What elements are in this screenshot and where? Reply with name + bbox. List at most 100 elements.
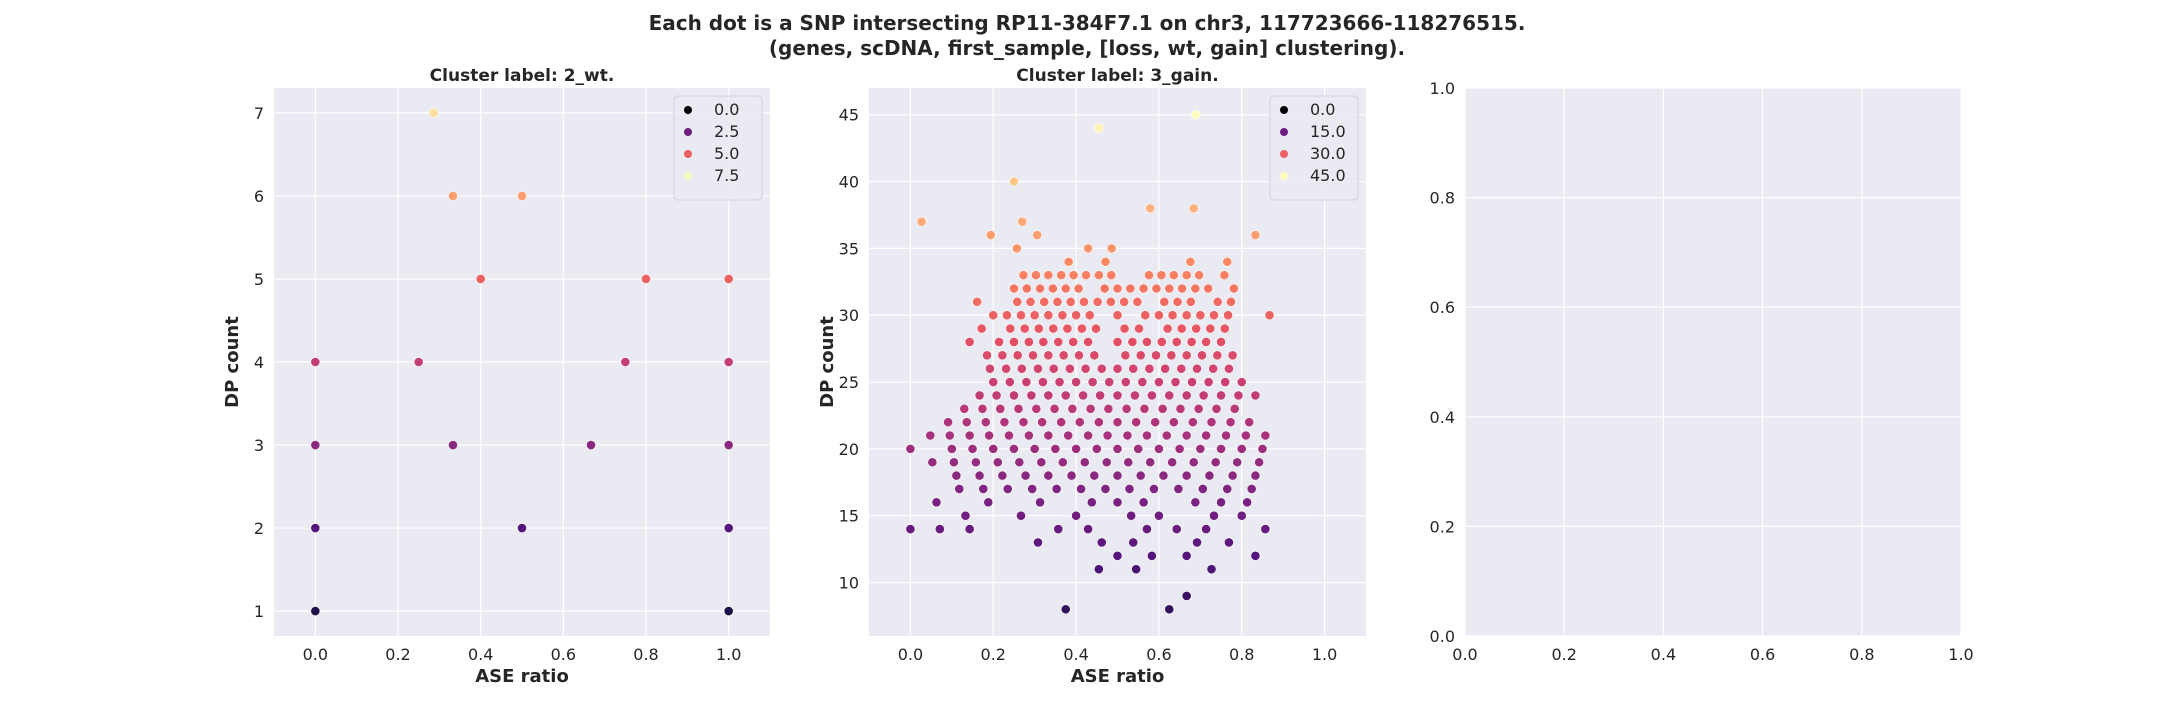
data-point <box>1176 323 1187 334</box>
data-point <box>1219 323 1230 334</box>
data-point <box>1150 417 1161 428</box>
data-point <box>1190 497 1201 508</box>
legend-entry: 5.0 <box>714 144 739 163</box>
data-point <box>970 457 981 468</box>
data-point <box>1112 550 1123 561</box>
data-point <box>1051 484 1062 494</box>
legend-box <box>673 95 763 201</box>
data-point <box>1151 350 1161 361</box>
legend-marker <box>684 128 692 136</box>
data-point <box>1242 497 1253 508</box>
data-point <box>1250 390 1261 401</box>
data-point <box>1201 524 1212 534</box>
data-point <box>1025 296 1036 307</box>
x-tick-label: 0.0 <box>898 645 923 664</box>
data-point <box>1083 337 1093 347</box>
data-point <box>1043 390 1054 401</box>
data-point <box>1089 350 1100 361</box>
data-point <box>1054 377 1065 387</box>
data-point <box>1017 216 1028 227</box>
data-point <box>1233 390 1244 401</box>
data-point <box>974 390 985 401</box>
data-point <box>1102 430 1113 441</box>
legend-entry: 15.0 <box>1310 122 1346 141</box>
data-point <box>1166 350 1177 361</box>
data-point <box>1021 377 1032 387</box>
data-point <box>1129 390 1140 401</box>
data-point <box>1093 417 1104 428</box>
data-point <box>1031 270 1041 281</box>
legend-marker <box>1280 172 1288 180</box>
data-point <box>1056 270 1067 281</box>
data-point <box>1026 390 1037 401</box>
data-point <box>1145 203 1156 214</box>
data-point <box>1004 430 1014 441</box>
data-point <box>1089 470 1100 481</box>
plot-area <box>1465 88 1961 636</box>
data-point <box>1216 443 1226 454</box>
data-point <box>1250 230 1261 240</box>
data-point <box>1154 443 1164 454</box>
data-point <box>517 523 527 533</box>
data-point <box>1181 470 1192 481</box>
data-point <box>1206 564 1217 575</box>
data-point <box>1144 363 1155 374</box>
data-point <box>1112 337 1123 347</box>
data-point <box>1142 524 1152 534</box>
data-point <box>1229 403 1240 414</box>
x-axis-label: ASE ratio <box>475 666 569 687</box>
data-point <box>1009 337 1019 347</box>
subplot-2: 0.0 0.2 0.4 0.6 0.8 1.0 10 15 20 25 30 35 40 45 Cluste… <box>817 66 1366 687</box>
data-point <box>977 403 988 414</box>
x-tick-label: 0.2 <box>981 645 1006 664</box>
data-point <box>1128 363 1139 374</box>
data-point <box>1159 296 1170 307</box>
data-point <box>1084 310 1095 321</box>
data-point <box>1048 323 1059 334</box>
data-point <box>1023 337 1034 347</box>
data-point <box>1172 296 1183 307</box>
legend-marker <box>684 106 692 114</box>
data-point <box>961 417 972 428</box>
data-point <box>1063 256 1074 267</box>
data-point <box>1157 403 1168 414</box>
data-point <box>1168 417 1179 428</box>
data-point <box>1120 377 1131 387</box>
data-point <box>1176 363 1187 374</box>
y-tick-label: 6 <box>254 187 264 206</box>
data-point <box>1033 537 1043 548</box>
data-point <box>984 430 995 441</box>
data-point <box>1227 350 1238 361</box>
data-point <box>1156 337 1167 347</box>
data-point <box>964 524 975 534</box>
data-point <box>1009 176 1019 187</box>
data-point <box>1112 443 1123 454</box>
data-point <box>1224 363 1234 374</box>
data-point <box>972 296 982 307</box>
data-point <box>1080 363 1091 374</box>
data-point <box>1035 497 1045 508</box>
data-point <box>980 417 991 428</box>
data-point <box>1149 484 1159 494</box>
data-point <box>1029 443 1040 454</box>
data-point <box>1173 484 1184 494</box>
data-point <box>931 497 942 508</box>
data-point <box>1029 310 1040 321</box>
data-point <box>1221 430 1231 441</box>
y-tick-label: 5 <box>254 270 264 289</box>
data-point <box>1164 390 1175 401</box>
x-tick-label: 0.4 <box>1651 645 1676 664</box>
data-point <box>1208 363 1219 374</box>
data-point <box>1023 430 1034 441</box>
data-point <box>1188 457 1199 468</box>
data-point <box>1138 283 1149 294</box>
data-point <box>1036 457 1047 468</box>
data-point <box>1140 310 1151 321</box>
data-point <box>1076 323 1087 334</box>
data-point <box>1206 417 1217 428</box>
data-point <box>994 337 1004 347</box>
data-point <box>1132 296 1143 307</box>
data-point <box>985 230 996 240</box>
